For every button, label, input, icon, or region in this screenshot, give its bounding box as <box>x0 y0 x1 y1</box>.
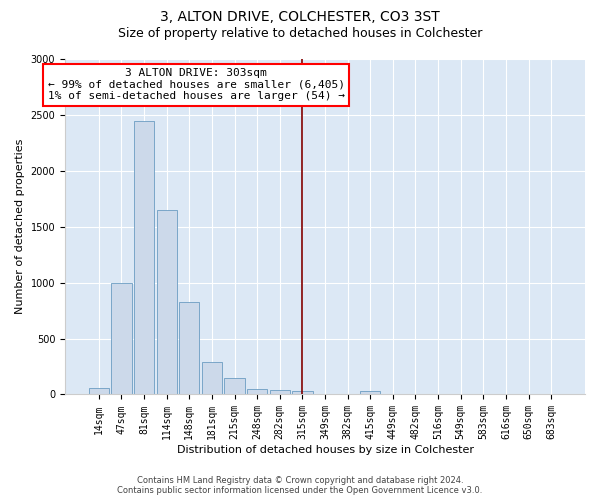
Y-axis label: Number of detached properties: Number of detached properties <box>15 139 25 314</box>
Bar <box>111 282 131 395</box>
Text: 3 ALTON DRIVE: 303sqm
← 99% of detached houses are smaller (6,405)
1% of semi-de: 3 ALTON DRIVE: 303sqm ← 99% of detached … <box>47 68 344 101</box>
Bar <box>360 391 380 394</box>
Bar <box>224 378 245 394</box>
Text: 3, ALTON DRIVE, COLCHESTER, CO3 3ST: 3, ALTON DRIVE, COLCHESTER, CO3 3ST <box>160 10 440 24</box>
Bar <box>179 302 199 394</box>
Bar <box>134 120 154 394</box>
Bar <box>202 362 222 394</box>
Bar <box>269 390 290 394</box>
Bar <box>292 391 313 394</box>
X-axis label: Distribution of detached houses by size in Colchester: Distribution of detached houses by size … <box>176 445 473 455</box>
Bar <box>247 389 268 394</box>
Bar <box>89 388 109 394</box>
Bar <box>157 210 177 394</box>
Text: Contains HM Land Registry data © Crown copyright and database right 2024.
Contai: Contains HM Land Registry data © Crown c… <box>118 476 482 495</box>
Text: Size of property relative to detached houses in Colchester: Size of property relative to detached ho… <box>118 28 482 40</box>
